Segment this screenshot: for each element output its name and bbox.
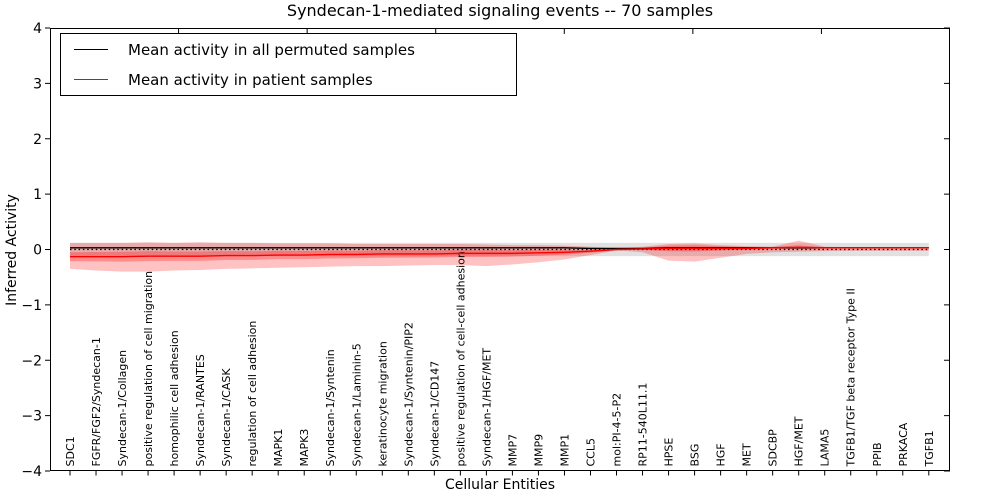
x-tick-label: LAMA5: [819, 429, 832, 467]
legend-line-black: [74, 49, 108, 50]
x-tick-label: TGFB1: [923, 430, 936, 467]
legend-label-patient: Mean activity in patient samples: [128, 70, 373, 89]
x-tick-label: CCL5: [584, 438, 597, 467]
x-tick-label: Syndecan-1/CD147: [428, 361, 441, 467]
legend-line-red: [74, 79, 108, 80]
y-tick-label: 3: [33, 76, 42, 92]
x-tick-label: MET: [741, 443, 754, 466]
x-tick-label: Syndecan-1/Syntenin/PIP2: [402, 322, 415, 466]
x-tick-label: Syndecan-1/Syntenin: [324, 349, 337, 466]
y-tick-label: 0: [33, 243, 42, 259]
x-tick-label: SDCBP: [767, 429, 780, 467]
y-tick-label: −2: [21, 353, 42, 369]
x-tick-label: mol:PI-4-5-P2: [611, 393, 624, 467]
x-tick-label: homophilic cell adhesion: [168, 330, 181, 466]
x-axis-label: Cellular Entities: [444, 477, 556, 493]
permuted-band: [70, 242, 929, 257]
x-tick-label: MMP9: [532, 434, 545, 467]
x-tick-label: PRKACA: [897, 422, 910, 466]
x-tick-label: Syndecan-1/RANTES: [194, 354, 207, 466]
x-tick-label: MAPK1: [272, 429, 285, 467]
y-tick-label: −4: [21, 464, 42, 480]
x-tick-label: Syndecan-1/Laminin-5: [350, 343, 363, 466]
legend-item-patient: Mean activity in patient samples: [61, 67, 516, 93]
x-tick-label: PPIB: [871, 442, 884, 466]
x-tick-label: Syndecan-1/HGF/MET: [480, 348, 493, 467]
y-axis-label: Inferred Activity: [4, 194, 20, 306]
y-tick-label: 4: [33, 21, 42, 37]
x-tick-label: FGFR/FGF2/Syndecan-1: [90, 337, 103, 466]
legend-item-permuted: Mean activity in all permuted samples: [61, 37, 516, 63]
x-tick-label: SDC1: [64, 436, 77, 466]
x-tick-label: MMP1: [558, 434, 571, 467]
x-tick-label: positive regulation of cell-cell adhesio…: [454, 251, 467, 466]
x-tick-label: BSG: [689, 444, 702, 467]
x-tick-label: TGFB1/TGF beta receptor Type II: [845, 288, 858, 467]
x-tick-label: Syndecan-1/CASK: [220, 368, 233, 467]
y-tick-label: 2: [33, 132, 42, 148]
x-tick-label: HPSE: [663, 438, 676, 467]
x-tick-label: MMP7: [506, 434, 519, 467]
y-tick-label: −1: [21, 298, 42, 314]
x-tick-label: MAPK3: [298, 429, 311, 467]
x-tick-label: HGF/MET: [793, 416, 806, 466]
axis-ticks: [45, 27, 950, 476]
x-tick-label: keratinocyte migration: [376, 341, 389, 466]
x-tick-label: RP11-540L11.1: [637, 383, 650, 467]
legend: Mean activity in all permuted samples Me…: [60, 33, 517, 96]
chart-title: Syndecan-1-mediated signaling events -- …: [286, 1, 714, 20]
patient-mean-line: [70, 246, 929, 258]
x-tick-label: Syndecan-1/Collagen: [116, 350, 129, 467]
y-tick-label: 1: [33, 187, 42, 203]
x-tick-label: positive regulation of cell migration: [142, 271, 155, 467]
y-tick-label: −3: [21, 409, 42, 425]
legend-label-permuted: Mean activity in all permuted samples: [128, 40, 415, 59]
x-tick-label: HGF: [715, 443, 728, 466]
x-tick-label: regulation of cell adhesion: [246, 321, 259, 467]
